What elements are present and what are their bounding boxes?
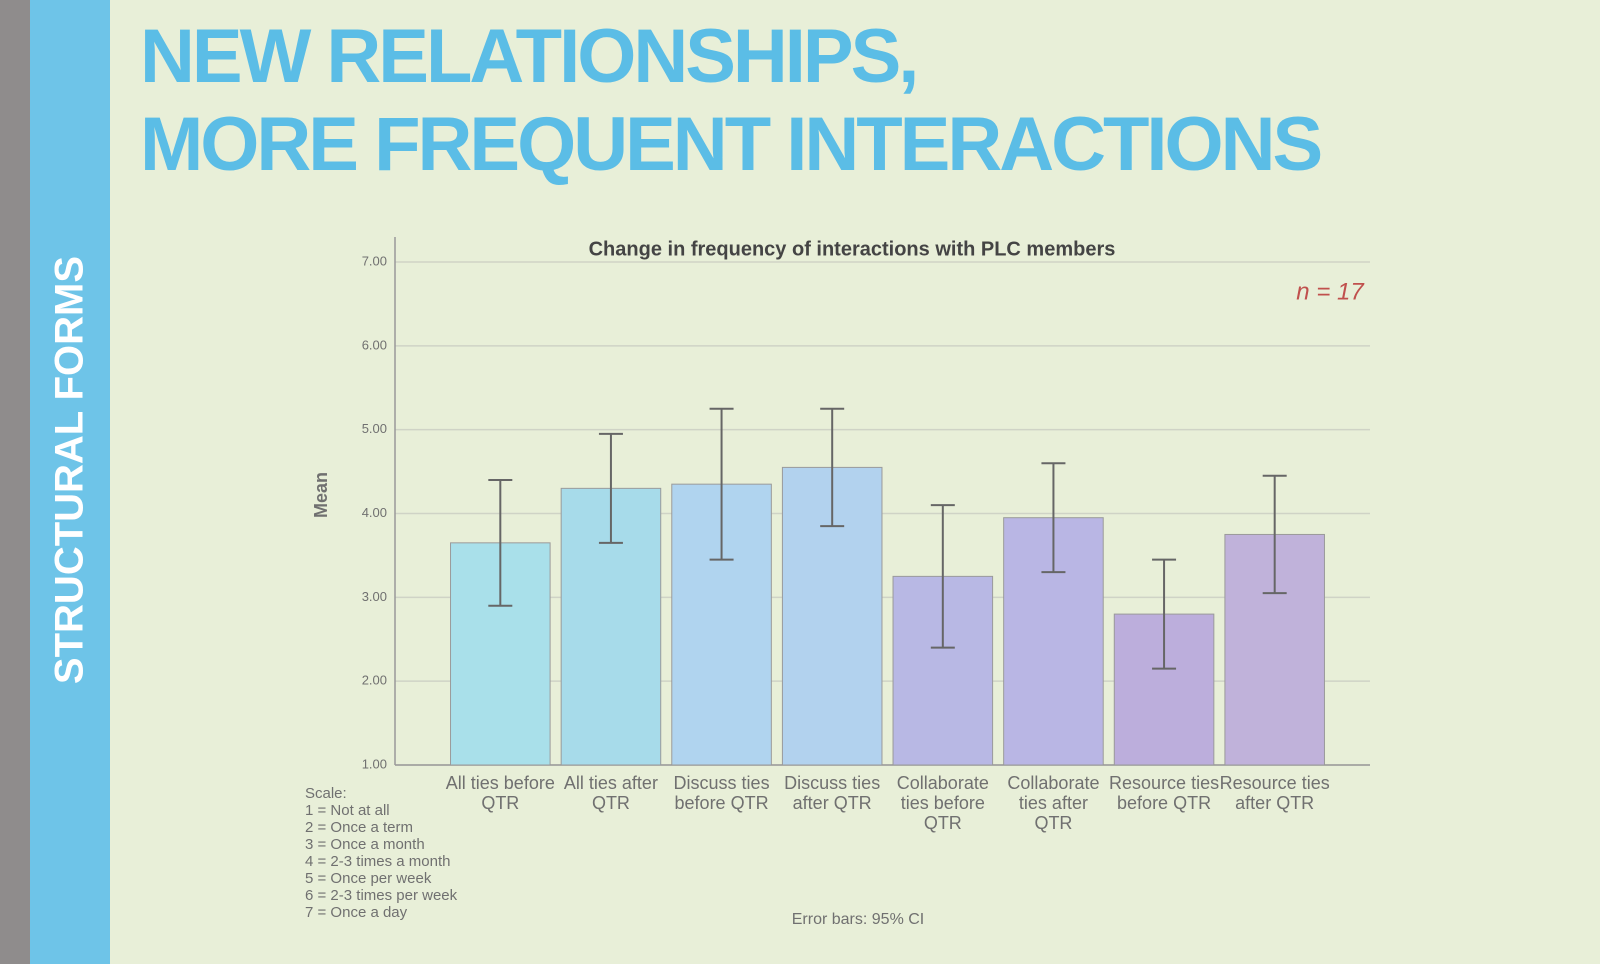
side-stripe (30, 0, 110, 964)
footnote: Error bars: 95% CI (792, 911, 924, 928)
x-tick-label: All ties before QTR (445, 773, 555, 813)
y-tick-label: 5.00 (362, 421, 387, 436)
side-label: STRUCTURAL FORMS (48, 256, 92, 684)
x-tick-label: Discuss ties after QTR (784, 773, 881, 813)
scale-entry: 1 = Not at all (305, 802, 390, 819)
frame-edge (0, 0, 30, 964)
scale-title: Scale: (305, 785, 347, 802)
x-tick-label: Discuss ties before QTR (673, 773, 770, 813)
y-tick-label: 3.00 (362, 589, 387, 604)
y-tick-label: 6.00 (362, 337, 387, 352)
slide-title: MORE FREQUENT INTERACTIONS (140, 102, 1321, 187)
y-tick-label: 1.00 (362, 756, 387, 771)
x-tick-label: All ties after QTR (563, 773, 658, 813)
scale-entry: 4 = 2-3 times a month (305, 853, 451, 870)
scale-entry: 2 = Once a term (305, 819, 413, 836)
scale-entry: 5 = Once per week (305, 870, 432, 887)
annotation: n = 17 (1296, 278, 1365, 305)
scale-entry: 6 = 2-3 times per week (305, 887, 458, 904)
slide-title: NEW RELATIONSHIPS, (140, 14, 916, 99)
scale-entry: 7 = Once a day (305, 904, 408, 921)
x-tick-label: Resource ties after QTR (1219, 773, 1330, 813)
y-tick-label: 2.00 (362, 673, 387, 688)
x-tick-label: Collaborate ties after QTR (1007, 773, 1100, 833)
y-tick-label: 7.00 (362, 253, 387, 268)
x-tick-label: Collaborate ties before QTR (896, 773, 989, 833)
y-tick-label: 4.00 (362, 505, 387, 520)
y-axis-label: Mean (311, 472, 331, 518)
scale-entry: 3 = Once a month (305, 836, 425, 853)
chart-title: Change in frequency of interactions with… (589, 238, 1116, 260)
x-tick-label: Resource ties before QTR (1109, 773, 1220, 813)
